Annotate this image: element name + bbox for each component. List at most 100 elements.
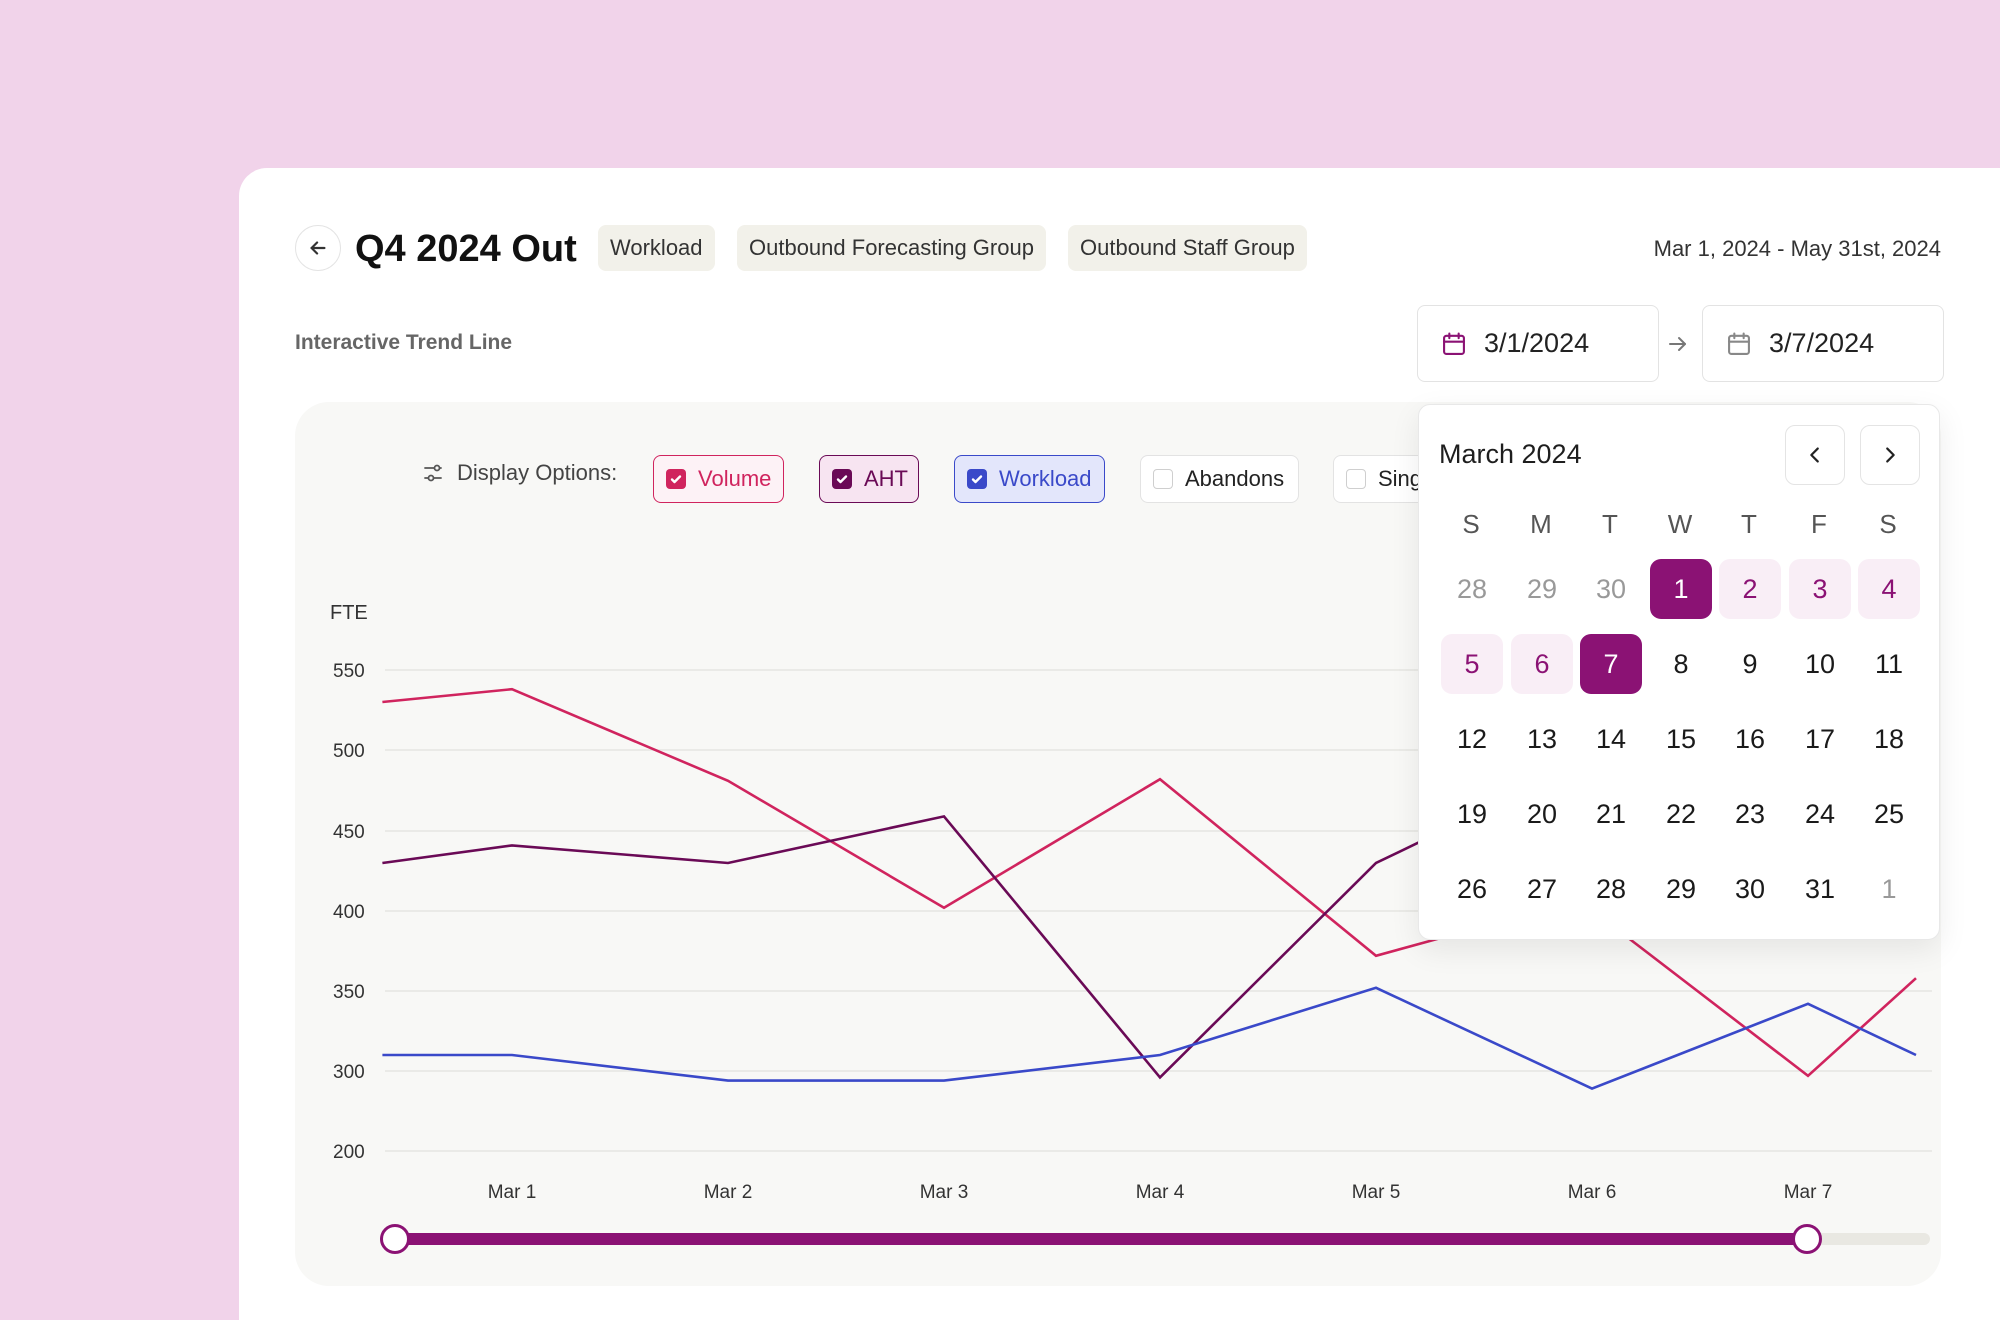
calendar-day[interactable]: 26 <box>1456 873 1488 904</box>
tag-staff-group: Outbound Staff Group <box>1068 225 1307 271</box>
calendar-day[interactable]: 2 <box>1719 559 1781 619</box>
option-volume-label: Volume <box>698 466 772 491</box>
calendar-day[interactable]: 23 <box>1734 798 1766 829</box>
option-aht[interactable]: AHT <box>819 455 919 503</box>
calendar-day[interactable]: 16 <box>1734 723 1766 754</box>
weekday-header: T <box>1602 509 1618 539</box>
y-tick-label: 400 <box>333 902 365 923</box>
calendar-day[interactable]: 15 <box>1665 723 1697 754</box>
calendar-day[interactable]: 29 <box>1665 873 1697 904</box>
weekday-header: T <box>1741 509 1757 539</box>
calendar-day[interactable]: 28 <box>1456 573 1488 604</box>
y-axis-label: FTE <box>330 602 368 624</box>
x-tick-label: Mar 4 <box>1136 1182 1185 1203</box>
y-tick-label: 350 <box>333 982 365 1003</box>
y-tick-label: 550 <box>333 661 365 682</box>
sliders-icon <box>424 464 442 482</box>
arrow-left-icon <box>310 241 326 255</box>
date-picker-popover: March 2024 S M T W T F S 28 29 30 1 2 3 4 5 6 7 8 9 10 11 12 1… <box>1418 404 1940 940</box>
checkbox-unchecked-icon <box>1153 469 1173 489</box>
chevron-left-icon <box>1810 447 1819 463</box>
weekday-header: W <box>1667 509 1693 539</box>
tag-forecasting-group: Outbound Forecasting Group <box>737 225 1046 271</box>
calendar-day[interactable]: 28 <box>1595 873 1627 904</box>
calendar-day[interactable]: 19 <box>1456 798 1488 829</box>
series-line-workload <box>382 986 1917 1091</box>
calendar-day[interactable]: 14 <box>1595 723 1627 754</box>
end-date-input[interactable]: 3/7/2024 <box>1702 305 1944 382</box>
y-tick-label: 500 <box>333 741 365 762</box>
series-line-aht <box>382 814 1420 1080</box>
previous-month-button[interactable] <box>1785 425 1845 485</box>
weekday-header: S <box>1462 509 1480 539</box>
x-tick-label: Mar 6 <box>1568 1182 1617 1203</box>
weekday-header: S <box>1879 509 1897 539</box>
calendar-day-selected[interactable]: 1 <box>1650 559 1712 619</box>
x-tick-label: Mar 1 <box>488 1182 537 1203</box>
calendar-day[interactable]: 25 <box>1873 798 1905 829</box>
y-tick-label: 450 <box>333 822 365 843</box>
calendar-day-selected[interactable]: 7 <box>1580 634 1642 694</box>
x-tick-label: Mar 2 <box>704 1182 753 1203</box>
calendar-day[interactable]: 18 <box>1873 723 1905 754</box>
calendar-icon <box>1728 331 1750 355</box>
weekday-header: F <box>1811 509 1827 539</box>
calendar-day[interactable]: 1 <box>1881 873 1897 904</box>
calendar-day[interactable]: 10 <box>1804 648 1836 679</box>
calendar-day[interactable]: 12 <box>1456 723 1488 754</box>
section-label: Interactive Trend Line <box>295 331 513 354</box>
series-lines <box>382 687 1917 1091</box>
calendar-day[interactable]: 17 <box>1804 723 1836 754</box>
calendar-day[interactable]: 6 <box>1511 634 1573 694</box>
weekday-header: M <box>1530 509 1552 539</box>
calendar-day[interactable]: 13 <box>1526 723 1558 754</box>
range-slider-fill <box>395 1233 1808 1245</box>
calendar-day[interactable]: 24 <box>1804 798 1836 829</box>
start-date-value: 3/1/2024 <box>1484 328 1590 358</box>
option-volume[interactable]: Volume <box>653 455 784 503</box>
calendar-day[interactable]: 9 <box>1742 648 1758 679</box>
range-slider-end-handle[interactable] <box>1792 1224 1823 1254</box>
arrow-right-icon <box>1669 337 1686 351</box>
calendar-day[interactable]: 20 <box>1526 798 1558 829</box>
calendar-day[interactable]: 11 <box>1874 648 1904 679</box>
calendar-day[interactable]: 30 <box>1595 573 1627 604</box>
display-options-label: Display Options: <box>457 460 618 485</box>
option-sing[interactable]: Sing <box>1333 455 1433 503</box>
end-date-value: 3/7/2024 <box>1769 328 1875 358</box>
checkbox-checked-icon <box>666 469 686 489</box>
calendar-day[interactable]: 3 <box>1789 559 1851 619</box>
option-abandons[interactable]: Abandons <box>1140 455 1299 503</box>
calendar-day[interactable]: 5 <box>1441 634 1503 694</box>
option-sing-label: Sing <box>1378 466 1423 491</box>
x-tick-labels: Mar 1 Mar 2 Mar 3 Mar 4 Mar 5 Mar 6 Mar 7 <box>488 1182 1833 1203</box>
x-tick-label: Mar 3 <box>920 1182 969 1203</box>
option-workload-label: Workload <box>999 466 1092 491</box>
next-month-button[interactable] <box>1860 425 1920 485</box>
checkbox-checked-icon <box>967 469 987 489</box>
calendar-day[interactable]: 27 <box>1526 873 1558 904</box>
calendar-icon <box>1443 331 1465 355</box>
series-line-volume <box>382 687 1917 1078</box>
calendar-day[interactable]: 29 <box>1526 573 1558 604</box>
calendar-day[interactable]: 8 <box>1673 648 1689 679</box>
back-button[interactable] <box>295 225 341 271</box>
option-workload[interactable]: Workload <box>954 455 1105 503</box>
calendar-day[interactable]: 30 <box>1734 873 1766 904</box>
checkbox-unchecked-icon <box>1346 469 1366 489</box>
y-tick-label: 200 <box>333 1142 365 1163</box>
y-tick-label: 300 <box>333 1062 365 1083</box>
start-date-input[interactable]: 3/1/2024 <box>1417 305 1659 382</box>
y-tick-labels: 550 500 450 400 350 300 200 <box>333 661 365 1163</box>
option-aht-label: AHT <box>864 466 908 491</box>
option-abandons-label: Abandons <box>1185 466 1285 491</box>
calendar-day[interactable]: 4 <box>1858 559 1920 619</box>
calendar-day[interactable]: 31 <box>1804 873 1836 904</box>
calendar-day[interactable]: 22 <box>1665 798 1697 829</box>
chevron-right-icon <box>1886 447 1895 463</box>
date-range-label: Mar 1, 2024 - May 31st, 2024 <box>1653 236 1941 261</box>
tag-workload: Workload <box>598 225 715 271</box>
calendar-month-title: March 2024 <box>1439 439 1582 469</box>
calendar-day[interactable]: 21 <box>1595 798 1627 829</box>
range-slider-start-handle[interactable] <box>380 1224 410 1254</box>
